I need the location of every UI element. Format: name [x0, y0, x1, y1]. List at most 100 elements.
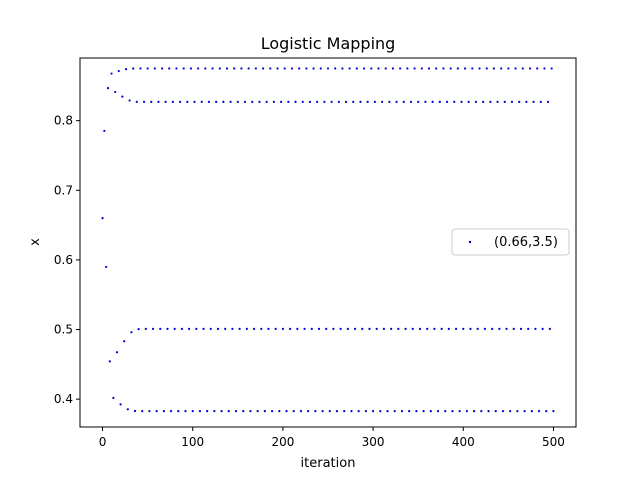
scatter-point	[263, 410, 266, 413]
scatter-point	[142, 100, 146, 104]
scatter-point	[482, 100, 485, 103]
x-axis-ticks: 0 100 200 300 400 500	[99, 427, 565, 449]
scatter-point	[343, 410, 346, 413]
scatter-point	[133, 409, 137, 413]
scatter-point	[292, 410, 295, 413]
scatter-point	[215, 100, 218, 103]
scatter-point	[137, 327, 140, 331]
scatter-point	[146, 67, 149, 70]
scatter-point	[494, 410, 497, 413]
scatter-point	[476, 327, 479, 331]
scatter-point	[424, 100, 427, 103]
scatter-point	[180, 327, 184, 331]
scatter-point	[106, 87, 110, 90]
y-axis-label: x	[28, 238, 43, 246]
scatter-point	[197, 67, 200, 70]
y-tick-label: 0.7	[54, 183, 73, 197]
scatter-point	[537, 410, 541, 413]
scatter-point	[399, 67, 402, 70]
scatter-point	[373, 100, 376, 103]
scatter-point	[256, 410, 259, 413]
scatter-point	[160, 67, 164, 70]
scatter-point	[269, 67, 272, 70]
scatter-point	[341, 67, 344, 70]
scatter-point	[397, 327, 400, 331]
scatter-point	[115, 351, 119, 354]
scatter-point	[173, 327, 176, 331]
scatter-point	[400, 410, 404, 413]
scatter-point	[240, 67, 243, 70]
scatter-point	[220, 410, 223, 413]
scatter-point	[114, 90, 117, 94]
scatter-point	[168, 67, 171, 70]
chart-title: Logistic Mapping	[261, 34, 396, 53]
scatter-point	[258, 100, 261, 103]
scatter-point	[418, 327, 422, 331]
legend-entry-label: (0.66,3.5)	[494, 235, 558, 250]
scatter-point	[491, 327, 494, 331]
scatter-point	[124, 68, 128, 71]
scatter-point	[496, 100, 499, 103]
scatter-point	[454, 327, 458, 331]
scatter-point	[359, 100, 362, 103]
scatter-point	[362, 67, 366, 70]
scatter-point	[130, 331, 133, 334]
scatter-point	[141, 410, 144, 413]
scatter-point	[409, 100, 413, 103]
scatter-point	[527, 327, 530, 331]
scatter-point	[478, 67, 481, 70]
scatter-point	[287, 100, 290, 103]
y-tick-label: 0.4	[54, 392, 73, 406]
scatter-point	[236, 100, 239, 103]
scatter-point	[234, 410, 238, 413]
scatter-point	[545, 410, 548, 413]
scatter-point	[366, 100, 369, 103]
scatter-point	[103, 129, 106, 132]
scatter-point	[536, 67, 539, 70]
scatter-point	[346, 327, 349, 331]
scatter-point	[135, 100, 138, 103]
scatter-point	[243, 100, 247, 103]
scatter-point	[198, 410, 202, 413]
scatter-point	[216, 327, 220, 331]
legend: (0.66,3.5)	[451, 228, 570, 256]
scatter-point	[509, 410, 512, 413]
scatter-point	[539, 100, 542, 103]
scatter-point	[252, 327, 256, 331]
scatter-point	[505, 327, 508, 331]
scatter-point	[485, 67, 488, 70]
scatter-point	[370, 67, 373, 70]
scatter-point	[117, 69, 120, 73]
scatter-point	[357, 410, 360, 413]
scatter-point	[375, 327, 378, 331]
scatter-points	[101, 67, 555, 413]
scatter-point	[276, 67, 279, 70]
scatter-point	[326, 67, 330, 70]
scatter-point	[144, 327, 147, 331]
scatter-point	[121, 95, 124, 98]
scatter-point	[532, 100, 535, 103]
x-tick-label: 500	[542, 435, 565, 449]
scatter-point	[552, 410, 555, 413]
scatter-point	[290, 67, 294, 70]
scatter-point	[550, 67, 553, 70]
scatter-point	[211, 67, 214, 70]
scatter-point	[442, 67, 445, 70]
scatter-point	[440, 327, 443, 331]
scatter-point	[209, 327, 212, 331]
y-tick-label: 0.5	[54, 323, 73, 337]
scatter-point	[371, 410, 375, 413]
scatter-point	[308, 100, 312, 103]
scatter-point	[391, 67, 395, 70]
scatter-point	[186, 100, 189, 103]
scatter-point	[157, 100, 160, 103]
scatter-point	[193, 100, 196, 103]
scatter-point	[204, 67, 207, 70]
x-tick-label: 400	[452, 435, 475, 449]
scatter-point	[384, 67, 387, 70]
scatter-point	[447, 327, 450, 331]
scatter-point	[483, 327, 487, 331]
scatter-point	[169, 410, 173, 413]
scatter-point	[270, 410, 274, 413]
